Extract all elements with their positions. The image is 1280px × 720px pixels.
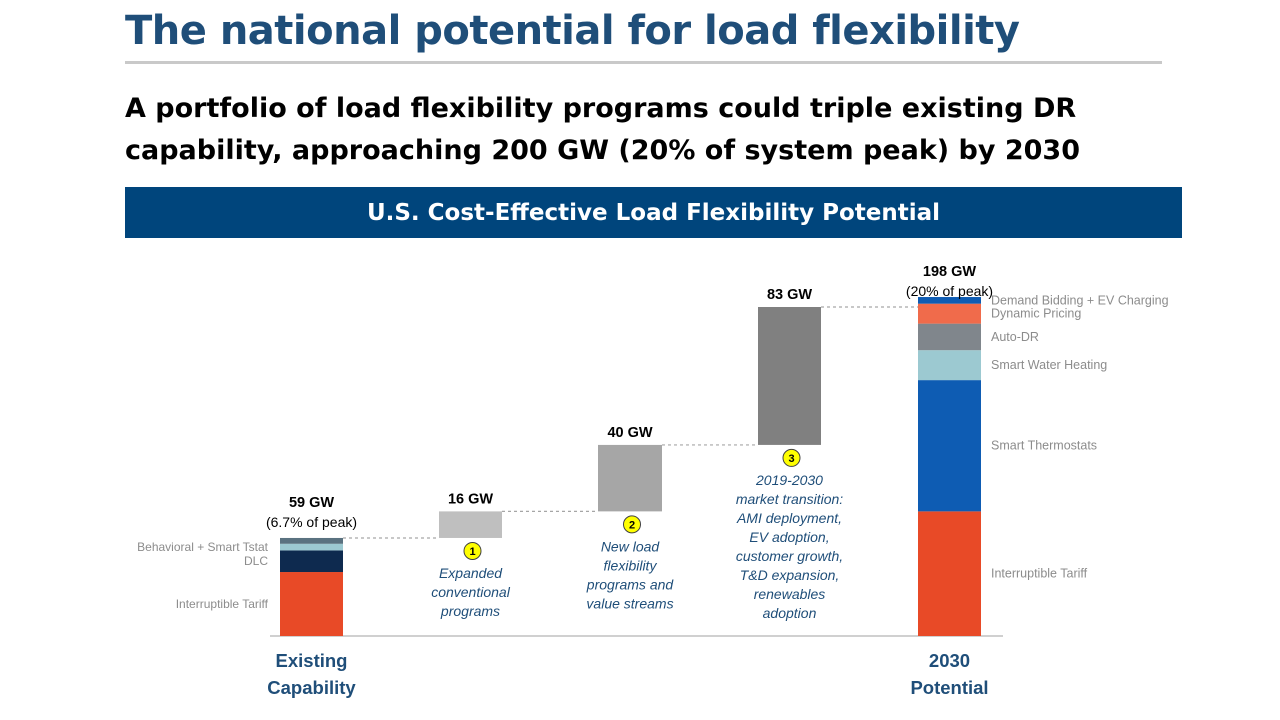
- step-annotation: AMI deployment,: [736, 510, 842, 526]
- page-subtitle: A portfolio of load flexibility programs…: [125, 93, 1081, 166]
- value-label: 16 GW: [448, 491, 493, 507]
- segment-label: Smart Thermostats: [991, 439, 1097, 453]
- bar-segment-0-2: [280, 543, 343, 551]
- step-annotation: adoption: [763, 605, 817, 621]
- chart-banner: U.S. Cost-Effective Load Flexibility Pot…: [125, 187, 1182, 238]
- segment-label: Interruptible Tariff: [991, 567, 1088, 581]
- category-label: 2030: [929, 650, 970, 671]
- step-marker-number: 2: [629, 519, 635, 531]
- step-annotation: New load: [601, 538, 661, 554]
- value-sublabel: (6.7% of peak): [266, 514, 357, 530]
- step-annotation: conventional: [431, 584, 511, 600]
- segment-label: Behavioral + Smart Tstat: [137, 540, 269, 554]
- bar-segment-4-5: [918, 297, 981, 304]
- step-annotation: renewables: [754, 586, 826, 602]
- segment-label: DLC: [244, 554, 268, 568]
- value-label: 198 GW: [923, 264, 976, 280]
- category-label: Capability: [267, 677, 356, 698]
- bar-increment-2: [598, 444, 662, 512]
- category-label: Existing: [276, 650, 348, 671]
- bar-increment-1: [439, 511, 502, 538]
- step-annotation: Expanded: [439, 565, 503, 581]
- value-label: 40 GW: [607, 425, 652, 441]
- value-label: 59 GW: [289, 495, 334, 511]
- segment-label: Smart Water Heating: [991, 358, 1107, 372]
- value-label: 83 GW: [767, 287, 812, 303]
- title-divider: [125, 61, 1162, 64]
- bar-segment-0-1: [280, 550, 343, 573]
- step-annotation: 2019-2030: [755, 472, 823, 488]
- segment-label: Interruptible Tariff: [176, 597, 269, 611]
- step-marker-number: 3: [788, 453, 794, 465]
- bar-segment-0-0: [280, 572, 343, 636]
- step-marker: [623, 515, 641, 534]
- segment-label: Demand Bidding + EV Charging: [991, 293, 1169, 307]
- step-annotation: EV adoption,: [749, 529, 829, 545]
- value-sublabel: (20% of peak): [906, 283, 993, 299]
- step-marker: [782, 448, 801, 467]
- category-label: Potential: [910, 677, 988, 698]
- step-annotation: market transition:: [736, 491, 843, 507]
- step-annotation: customer growth,: [736, 548, 843, 564]
- page-title: The national potential for load flexibil…: [125, 8, 1020, 54]
- step-annotation: value streams: [586, 595, 673, 611]
- bar-segment-4-3: [918, 323, 981, 351]
- bar-increment-3: [758, 307, 821, 445]
- chart-banner-label: U.S. Cost-Effective Load Flexibility Pot…: [366, 199, 941, 226]
- bar-segment-4-4: [918, 303, 981, 324]
- segment-label: Dynamic Pricing: [991, 307, 1081, 321]
- bar-segment-4-2: [918, 350, 981, 381]
- step-annotation: T&D expansion,: [740, 567, 840, 583]
- step-annotation: flexibility: [604, 557, 658, 573]
- bar-segment-0-3: [280, 537, 343, 544]
- step-marker: [463, 541, 482, 560]
- step-annotation: programs and: [586, 576, 675, 592]
- segment-label: Auto-DR: [991, 330, 1039, 344]
- bar-segment-4-0: [918, 511, 981, 636]
- bar-segment-4-1: [918, 380, 981, 512]
- step-annotation: programs: [440, 603, 500, 619]
- step-marker-number: 1: [469, 546, 475, 558]
